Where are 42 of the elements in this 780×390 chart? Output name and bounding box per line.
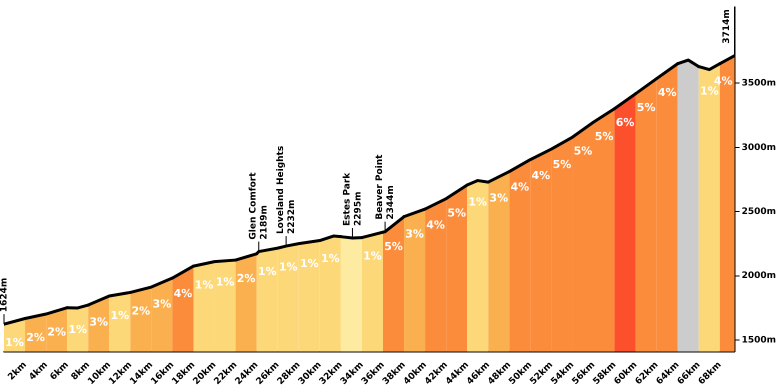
band-label: 3% bbox=[405, 228, 424, 241]
band-label: 1% bbox=[278, 260, 298, 274]
band-label: 3% bbox=[152, 297, 172, 310]
band-label: 1% bbox=[258, 264, 277, 278]
annotation: Loveland Heights 2232m bbox=[276, 146, 297, 234]
band-label: 5% bbox=[447, 206, 466, 220]
band-label: 1% bbox=[468, 195, 488, 208]
y-tick-label: 2500m bbox=[742, 206, 776, 217]
band-label: 1% bbox=[320, 252, 340, 265]
annotation: Beaver Point 2344m bbox=[374, 154, 396, 220]
band-label: 1% bbox=[110, 309, 130, 322]
y-tick-label: 3000m bbox=[742, 142, 776, 153]
band-label: 4% bbox=[532, 169, 550, 182]
band-label: 2% bbox=[26, 331, 45, 344]
band-label: 6% bbox=[616, 116, 634, 130]
band-label: 5% bbox=[574, 144, 592, 158]
band-label: 2% bbox=[236, 272, 256, 285]
band-label: 4% bbox=[174, 286, 192, 300]
annotation: 1624m bbox=[0, 278, 10, 312]
band-label: 1% bbox=[300, 256, 319, 270]
y-tick-label: 3500m bbox=[742, 78, 776, 89]
band-label: 4% bbox=[658, 86, 677, 99]
annotation: Estes Park 2295m bbox=[342, 172, 364, 226]
band-label: 3% bbox=[489, 192, 508, 205]
band-label: 1% bbox=[5, 336, 24, 350]
band-label: 4% bbox=[510, 180, 530, 194]
band-label: 2% bbox=[132, 304, 150, 318]
y-tick-label: 2000m bbox=[742, 271, 776, 282]
band-label: 1% bbox=[68, 322, 88, 336]
band-label: 3% bbox=[89, 315, 108, 328]
annotation: 3714m bbox=[722, 9, 732, 44]
band-label: 5% bbox=[384, 240, 403, 253]
band-label: 4% bbox=[426, 218, 445, 232]
band-label: 5% bbox=[636, 101, 656, 114]
band-label: 1% bbox=[363, 250, 382, 263]
band-label: 5% bbox=[594, 130, 614, 144]
annotation: Glen Comfort 2189m bbox=[248, 172, 270, 240]
y-tick-label: 1500m bbox=[742, 335, 776, 346]
band-label: 2% bbox=[47, 326, 66, 339]
band-label: 1% bbox=[216, 276, 234, 289]
band-label: 1% bbox=[194, 278, 214, 292]
band-label: 5% bbox=[552, 158, 572, 171]
